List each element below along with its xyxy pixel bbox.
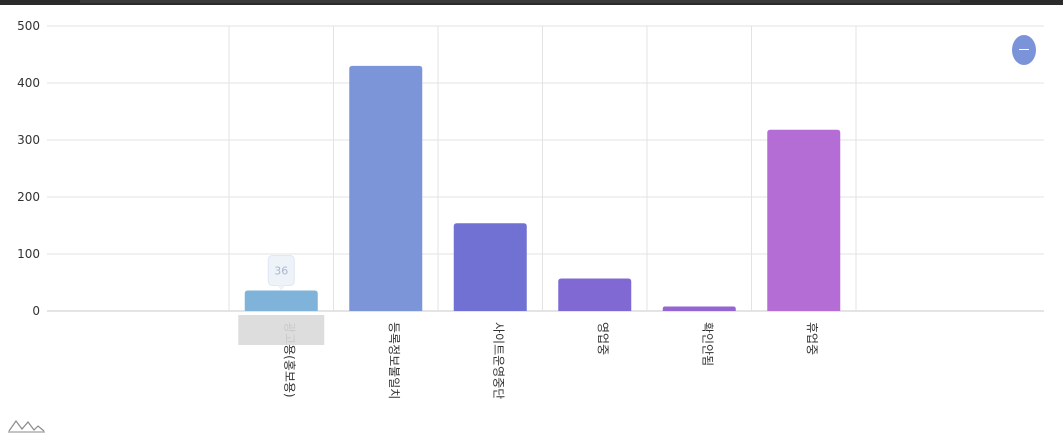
y-tick-label: 100 — [17, 247, 40, 261]
y-tick-label: 0 — [32, 304, 40, 318]
chart-logo-icon — [8, 419, 45, 433]
bar[interactable] — [453, 223, 527, 311]
y-tick-label: 400 — [17, 76, 40, 90]
x-axis-ticks: 광고용(홍보용) 등록정보불일치 사이트운영중단 영업중 확인안됨 휴업중 — [282, 322, 819, 399]
collapse-button[interactable] — [1012, 35, 1036, 65]
y-tick-label: 500 — [17, 19, 40, 33]
minus-icon — [1019, 49, 1029, 50]
bar[interactable] — [662, 306, 736, 311]
bar[interactable] — [244, 290, 318, 311]
bar[interactable] — [349, 65, 423, 312]
tooltip-category-badge — [238, 315, 325, 345]
bar[interactable] — [767, 129, 841, 311]
y-tick-label: 300 — [17, 133, 40, 147]
tooltip-value: 36 — [274, 264, 288, 277]
y-grid — [47, 25, 1044, 312]
bar[interactable] — [558, 278, 632, 311]
y-tick-label: 200 — [17, 190, 40, 204]
x-tick-label: 확인안됨 — [700, 322, 714, 366]
tooltip-arrow — [277, 285, 286, 291]
tooltip: 36 — [238, 254, 325, 345]
x-tick-label: 사이트운영중단 — [491, 322, 505, 399]
x-grid — [228, 26, 857, 311]
x-tick-label: 휴업중 — [805, 322, 819, 355]
x-tick-label: 등록정보불일치 — [387, 322, 401, 399]
bars — [244, 65, 841, 312]
x-tick-label: 영업중 — [596, 322, 610, 355]
tooltip-bubble — [267, 254, 295, 286]
y-axis-ticks: 0 100 200 300 400 500 — [17, 19, 40, 318]
top-bar-highlight — [80, 0, 960, 3]
top-bar — [0, 0, 1063, 5]
